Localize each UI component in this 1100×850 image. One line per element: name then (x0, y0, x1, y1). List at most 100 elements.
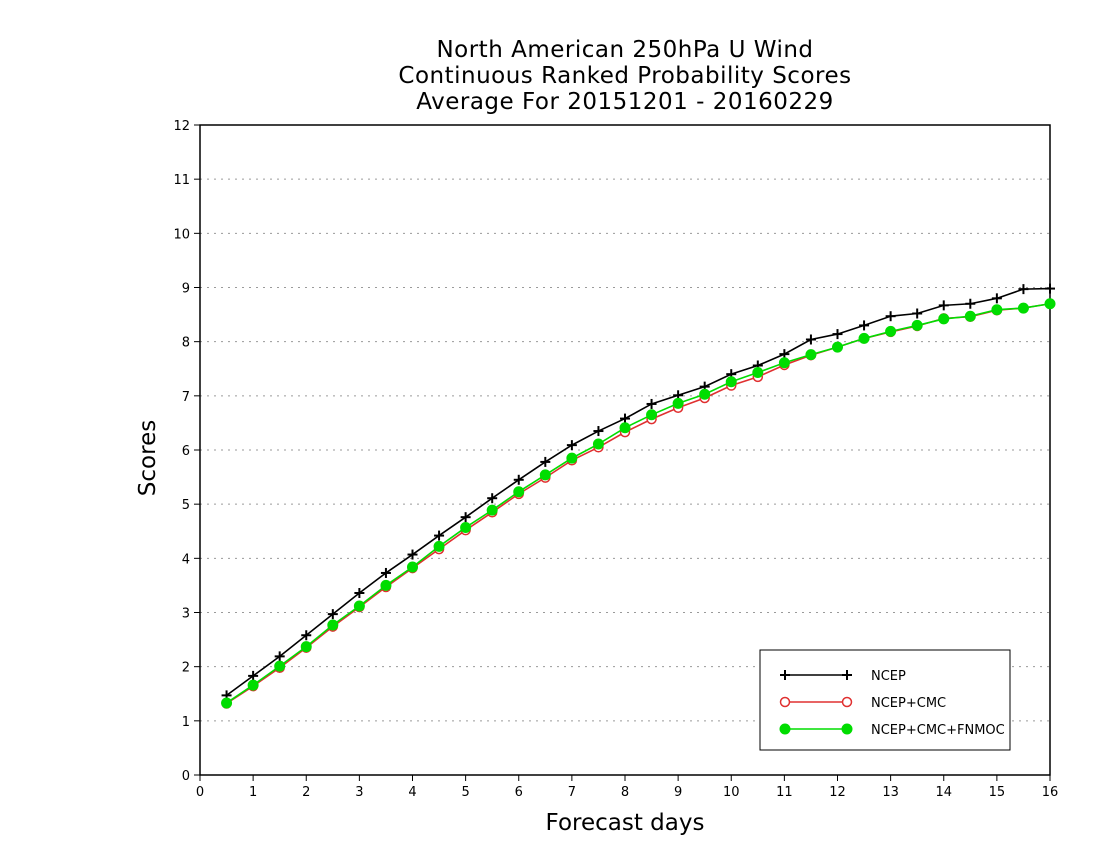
data-point-ncep (460, 512, 471, 523)
data-point-ncep-cmc-fnmoc (592, 438, 604, 450)
x-tick-label: 0 (196, 785, 204, 800)
data-point-ncep (274, 651, 285, 662)
x-tick-label: 16 (1042, 785, 1059, 800)
series-line-ncep-cmc-fnmoc (226, 302, 1051, 704)
data-point-ncep-cmc-fnmoc (832, 341, 843, 353)
data-point-ncep (513, 474, 524, 485)
data-point-ncep-cmc-fnmoc (221, 697, 233, 709)
chart-title-line-3: Average For 20151201 - 20160229 (416, 89, 834, 115)
x-tick-label: 6 (515, 785, 523, 800)
data-point-ncep (805, 334, 816, 345)
x-tick-label: 10 (723, 785, 740, 800)
data-point-ncep (434, 530, 445, 541)
data-point-ncep (540, 456, 551, 467)
series-ncep-cmc-fnmoc (221, 298, 1056, 709)
x-tick-label: 1 (249, 785, 257, 800)
y-tick-label: 4 (182, 552, 190, 567)
x-tick-label: 2 (302, 785, 310, 800)
data-point-ncep (859, 320, 870, 331)
data-point-ncep (938, 300, 949, 311)
x-axis-label: Forecast days (545, 810, 705, 836)
y-axis-label: Scores (135, 419, 161, 497)
data-point-ncep (566, 440, 577, 451)
data-point-ncep-cmc-fnmoc (513, 486, 525, 498)
y-tick-label: 7 (182, 390, 190, 405)
legend-item-ncep-cmc-fnmoc: NCEP+CMC+FNMOC (779, 723, 1005, 738)
data-point-ncep (354, 588, 365, 598)
data-point-ncep-cmc-fnmoc (938, 313, 950, 325)
x-tick-label: 13 (882, 785, 899, 800)
legend-label: NCEP+CMC+FNMOC (871, 723, 1005, 738)
x-tick-label: 3 (355, 785, 363, 800)
data-point-ncep (487, 493, 498, 504)
legend-box (759, 649, 1011, 751)
data-point-ncep-cmc-fnmoc (646, 409, 658, 421)
data-point-ncep-cmc-fnmoc (672, 397, 684, 409)
chart-title-line-2: Continuous Ranked Probability Scores (398, 63, 852, 89)
data-point-ncep (327, 609, 338, 620)
x-tick-label: 4 (408, 785, 416, 800)
data-point-ncep-cmc-fnmoc (353, 600, 365, 612)
data-point-ncep-cmc-fnmoc (805, 349, 817, 361)
legend-marker (779, 723, 791, 735)
legend: NCEP NCEP+CMC NCEP+CMC+FNMOC (759, 649, 1011, 751)
y-tick-label: 6 (182, 444, 190, 459)
y-tick-label: 1 (182, 715, 190, 730)
data-point-ncep-cmc-fnmoc (619, 422, 631, 434)
data-point-ncep-cmc-fnmoc (247, 679, 259, 691)
legend-marker (841, 723, 853, 735)
grid-lines (200, 178, 1050, 722)
data-point-ncep-cmc-fnmoc (699, 388, 711, 400)
data-point-ncep-cmc-fnmoc (964, 310, 976, 322)
data-point-ncep-cmc-fnmoc (858, 332, 870, 344)
data-point-ncep-cmc-fnmoc (885, 325, 897, 337)
legend-marker (841, 696, 853, 708)
legend-item-ncep: NCEP (780, 669, 906, 684)
y-tick-label: 2 (182, 661, 190, 676)
data-point-ncep (965, 298, 976, 309)
x-tick-label: 7 (568, 785, 576, 800)
x-tick-label: 15 (989, 785, 1006, 800)
legend-label: NCEP+CMC (871, 696, 946, 711)
data-point-ncep-cmc-fnmoc (380, 579, 392, 591)
y-tick-label: 3 (182, 607, 190, 622)
data-point-ncep (593, 426, 604, 437)
y-tick-label: 8 (182, 336, 190, 351)
data-point-ncep-cmc-fnmoc (327, 619, 339, 631)
series-ncep (221, 283, 1055, 701)
data-point-ncep-cmc-fnmoc (752, 367, 764, 379)
data-point-ncep-cmc-fnmoc (274, 660, 286, 672)
y-tick-label: 12 (173, 119, 190, 134)
data-point-ncep (646, 398, 657, 409)
data-point-ncep (1045, 283, 1055, 294)
data-point-ncep (885, 311, 896, 322)
data-point-ncep (380, 567, 391, 578)
data-point-ncep-cmc-fnmoc (460, 521, 472, 533)
data-point-ncep-cmc-fnmoc (566, 452, 578, 464)
data-point-ncep-cmc-fnmoc (911, 319, 923, 331)
legend-item-ncep-cmc: NCEP+CMC (779, 696, 946, 711)
data-point-ncep-cmc-fnmoc (300, 641, 312, 653)
data-point-ncep-cmc-fnmoc (433, 540, 445, 552)
y-tick-label: 10 (173, 227, 190, 242)
series-line-ncep (226, 287, 1051, 697)
data-point-ncep (407, 549, 418, 560)
x-tick-label: 14 (935, 785, 952, 800)
y-tick-label: 11 (173, 173, 190, 188)
series-ncep-cmc (221, 298, 1056, 709)
data-point-ncep (1018, 284, 1029, 295)
legend-marker (780, 670, 790, 680)
y-tick-label: 5 (182, 498, 190, 513)
legend-marker (842, 670, 852, 680)
y-tick-label: 0 (182, 769, 190, 784)
chart-title-line-1: North American 250hPa U Wind (436, 37, 814, 63)
series-layer (221, 283, 1056, 709)
data-point-ncep-cmc-fnmoc (991, 304, 1003, 316)
data-point-ncep (248, 670, 259, 681)
data-point-ncep (301, 630, 312, 641)
x-tick-label: 12 (829, 785, 846, 800)
x-tick-label: 11 (776, 785, 793, 800)
